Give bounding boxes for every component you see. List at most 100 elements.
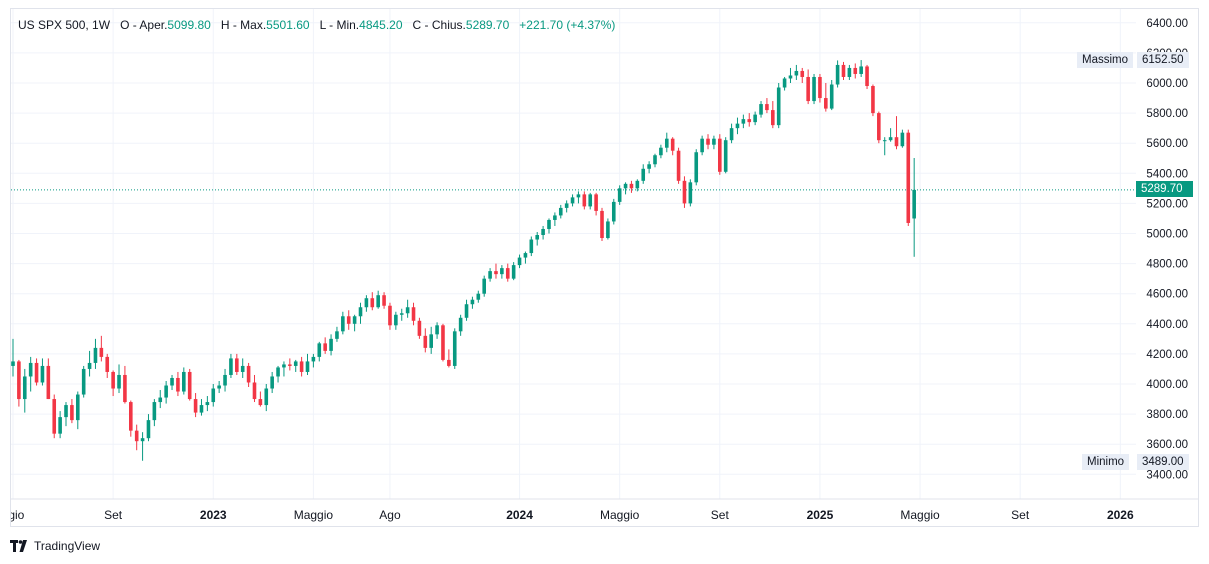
candle-body [217, 385, 221, 389]
candle-body [847, 67, 852, 77]
candle-body [370, 298, 375, 308]
candle-body [812, 76, 816, 102]
candle-body [458, 317, 463, 332]
candle-body [700, 138, 704, 153]
candle-body [682, 180, 687, 204]
change-value: +221.70 (+4.37%) [519, 18, 616, 32]
y-tick-label: 3600.00 [1146, 439, 1188, 451]
high-value: 5501.60 [266, 18, 310, 32]
candle-body [111, 371, 115, 389]
y-tick-label: 4000.00 [1146, 379, 1188, 391]
candle-body [317, 343, 322, 357]
candle-body [123, 374, 127, 403]
candle-body [134, 430, 139, 442]
candle-body [311, 356, 316, 362]
candle-body [611, 201, 616, 222]
candle-body [894, 137, 899, 147]
candle-body [782, 78, 787, 88]
candle-body [388, 305, 392, 326]
x-tick-label: Set [1011, 508, 1030, 522]
candle-body [623, 183, 628, 189]
candle-body [659, 147, 663, 156]
candle-body [464, 304, 469, 318]
candle-body [99, 347, 104, 357]
candle-body [46, 365, 51, 400]
x-tick-label: ggio [11, 508, 25, 522]
y-tick-label: 6400.00 [1146, 18, 1188, 30]
candle-body [382, 295, 386, 306]
x-tick-label: 2026 [1107, 508, 1134, 522]
candle-body [670, 138, 675, 151]
candle-body [341, 316, 345, 332]
candle-body [500, 268, 504, 275]
candle-body [282, 364, 286, 368]
candle-body [676, 150, 681, 181]
ohlc-legend: US SPX 500, 1W O - Aper.5099.80 H - Max.… [18, 18, 615, 32]
y-tick-label: 3400.00 [1146, 469, 1188, 481]
x-tick-label: 2023 [200, 508, 227, 522]
candle-body [688, 182, 693, 204]
candle-body [299, 361, 304, 372]
candle-body [229, 358, 233, 375]
candle-body [641, 168, 646, 181]
candle-body [912, 189, 916, 219]
candle-body [741, 119, 746, 124]
y-tick-label: 3800.00 [1146, 409, 1188, 421]
candle-body [629, 183, 634, 189]
candle-body [93, 347, 98, 363]
min-value: 3489.00 [1137, 454, 1189, 470]
candle-body [22, 376, 27, 400]
candle-body [735, 123, 740, 129]
y-tick-label: 4200.00 [1146, 349, 1188, 361]
candle-body [146, 420, 151, 439]
candle-body [482, 278, 486, 294]
candle-body [205, 402, 210, 406]
candle-body [488, 271, 492, 279]
candle-body [617, 188, 622, 202]
candle-body [535, 235, 540, 240]
y-tick-label: 4400.00 [1146, 319, 1188, 331]
last-price-tag: 5289.70 [1136, 180, 1193, 197]
candle-body [211, 388, 216, 403]
candle-body [553, 215, 557, 220]
candle-body [394, 314, 398, 326]
candle-body [435, 325, 439, 335]
candle-body [776, 87, 781, 126]
candle-body [346, 316, 351, 324]
y-tick-label: 6000.00 [1146, 78, 1188, 90]
candle-body [34, 362, 39, 383]
candle-body [517, 257, 522, 266]
candle-body [505, 268, 510, 279]
candle-body [258, 399, 263, 406]
candle-body [523, 253, 528, 258]
candle-body [270, 376, 274, 389]
open-value: 5099.80 [167, 18, 211, 32]
candle-body [900, 132, 905, 147]
candle-body [818, 76, 822, 99]
candle-body [582, 194, 587, 207]
candle-body [788, 75, 793, 79]
candle-body [105, 356, 110, 372]
candle-body [494, 271, 498, 275]
candle-body [40, 365, 45, 383]
brand[interactable]: TradingView [10, 539, 100, 553]
candle-body [58, 417, 62, 434]
candle-body [835, 64, 840, 85]
candle-body [877, 113, 881, 141]
x-tick-label: Maggio [900, 508, 940, 522]
candle-body [859, 66, 863, 74]
candle-body [759, 104, 763, 115]
candlestick-chart[interactable]: 3400.00 3600.00 3800.00 4000.00 4200.00 4400.… [11, 9, 1198, 526]
candle-body [152, 402, 157, 421]
candle-body [558, 207, 563, 216]
candle-body [140, 438, 145, 442]
candle-body [470, 299, 475, 305]
candle-body [594, 194, 598, 211]
candle-body [17, 361, 21, 400]
candle-body [452, 331, 457, 366]
candle-body [541, 228, 545, 236]
x-tick-label: Set [104, 508, 123, 522]
candle-body [511, 265, 516, 279]
x-tick-label: Maggio [294, 508, 334, 522]
y-tick-label: 4800.00 [1146, 259, 1188, 271]
